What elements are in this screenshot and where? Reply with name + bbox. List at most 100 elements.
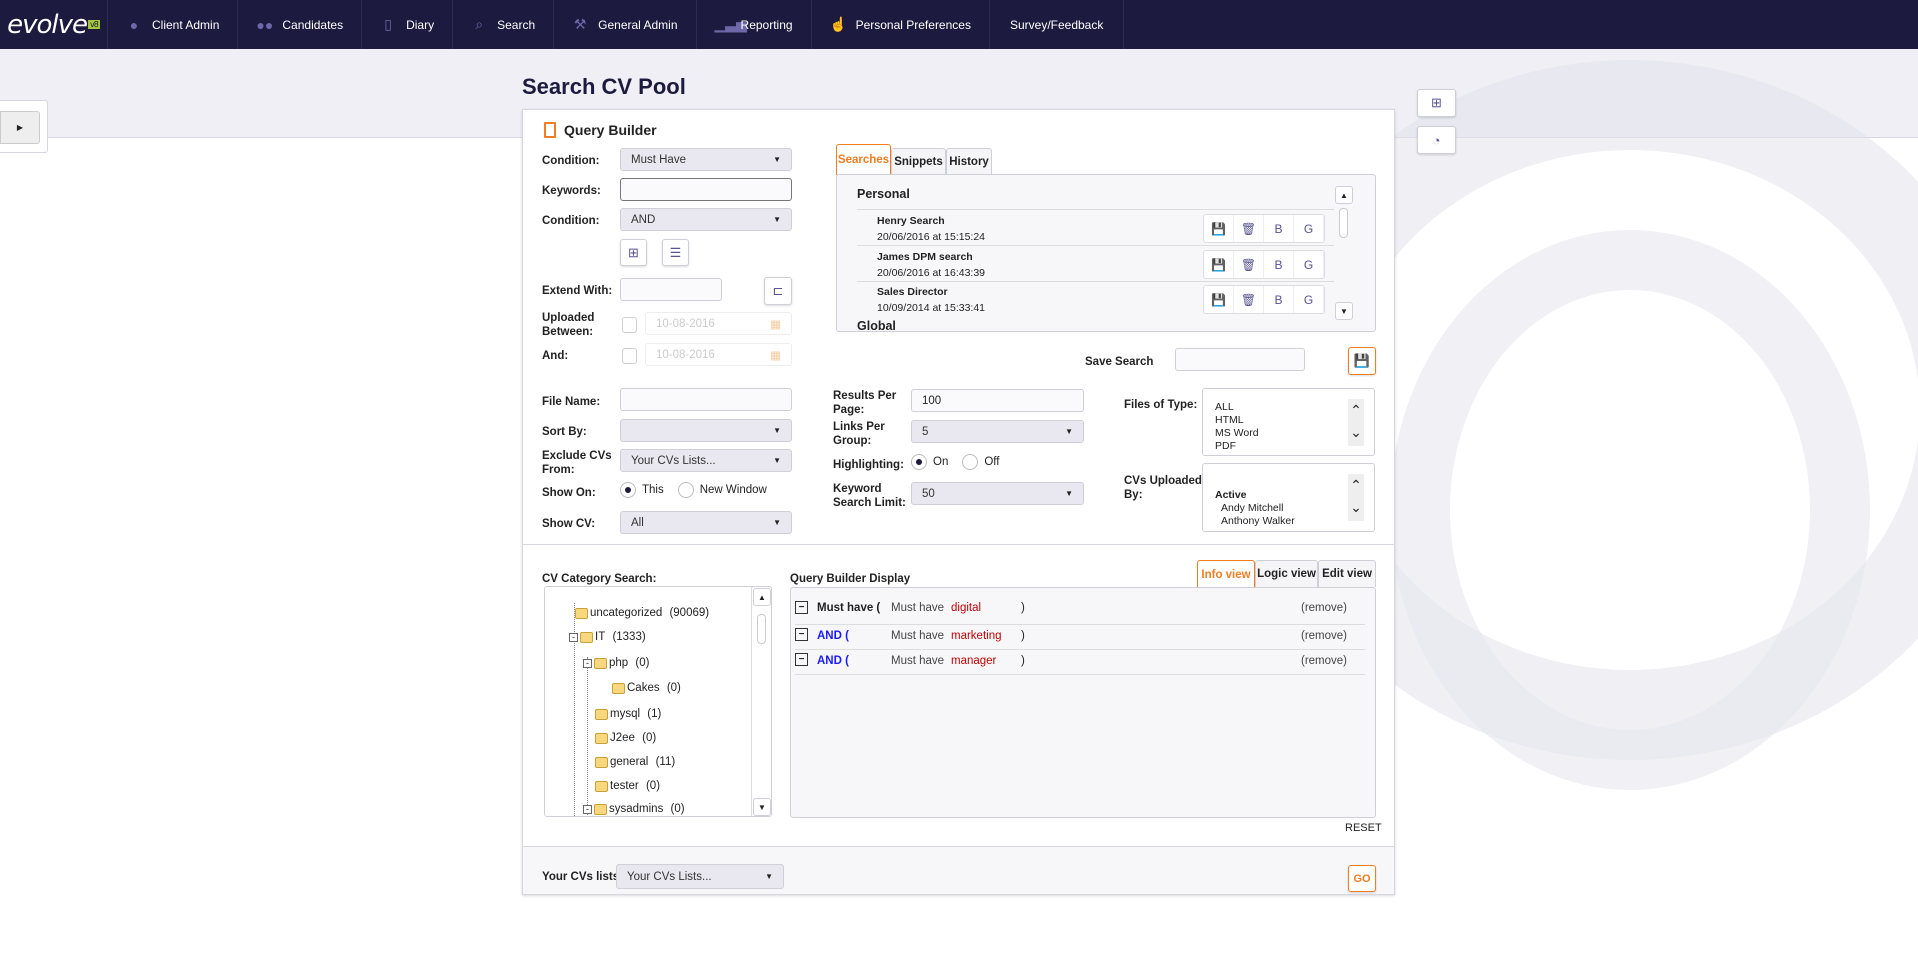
and-label: And: bbox=[542, 350, 569, 362]
list-item[interactable]: Andy Mitchell bbox=[1221, 502, 1284, 514]
remove-link[interactable]: (remove) bbox=[1301, 655, 1348, 667]
evolve-logo[interactable]: evolve v8 bbox=[0, 0, 108, 49]
list-item[interactable]: Anthony Walker bbox=[1221, 515, 1295, 527]
b-button[interactable]: B bbox=[1264, 286, 1294, 313]
saved-search-name[interactable]: Henry Search bbox=[877, 215, 945, 227]
remove-group-icon[interactable]: − bbox=[795, 653, 808, 666]
nav-diary[interactable]: ▯ Diary bbox=[362, 0, 454, 49]
load-search-icon[interactable]: 💾 bbox=[1204, 215, 1234, 242]
keyword-search-limit-select[interactable]: 50 bbox=[911, 482, 1084, 505]
trash-icon[interactable]: 🗑 bbox=[1234, 251, 1264, 278]
uploaded-between-checkbox[interactable] bbox=[622, 317, 637, 333]
b-button[interactable]: B bbox=[1264, 251, 1294, 278]
scroll-down-button[interactable]: ▼ bbox=[1335, 302, 1353, 320]
list-item[interactable]: HTML bbox=[1215, 414, 1244, 426]
scrollbar-thumb[interactable] bbox=[757, 614, 766, 644]
save-search-input[interactable] bbox=[1175, 348, 1305, 371]
add-condition-button[interactable]: ⊞ bbox=[620, 239, 647, 266]
tab-snippets[interactable]: Snippets bbox=[891, 148, 946, 175]
nav-candidates[interactable]: ●● Candidates bbox=[238, 0, 363, 49]
nav-survey-feedback[interactable]: Survey/Feedback bbox=[990, 0, 1125, 49]
scroll-up-button[interactable]: ▲ bbox=[1335, 186, 1353, 204]
remove-link[interactable]: (remove) bbox=[1301, 602, 1348, 614]
list-scroll-arrows[interactable]: ⌃ ⌄ bbox=[1348, 399, 1364, 446]
trash-icon[interactable]: 🗑 bbox=[1234, 215, 1264, 242]
nav-general-admin[interactable]: ⚒ General Admin bbox=[554, 0, 697, 49]
tree-node[interactable]: - php (0) bbox=[583, 657, 649, 669]
tab-logic-view[interactable]: Logic view bbox=[1255, 560, 1318, 587]
show-on-new-window-radio[interactable] bbox=[677, 482, 694, 498]
tab-history[interactable]: History bbox=[946, 148, 992, 175]
collapse-icon[interactable]: - bbox=[583, 658, 592, 668]
show-on-this-radio[interactable] bbox=[620, 482, 636, 498]
tree-scrollbar[interactable]: ▲ ▼ bbox=[751, 587, 771, 816]
go-button[interactable]: GO bbox=[1348, 865, 1376, 892]
nav-search[interactable]: ⌕ Search bbox=[453, 0, 555, 49]
remove-group-icon[interactable]: − bbox=[795, 601, 808, 614]
trash-icon[interactable]: 🗑 bbox=[1234, 286, 1264, 313]
new-window-button[interactable]: ⊞ bbox=[1417, 89, 1456, 117]
tree-node[interactable]: J2ee (0) bbox=[595, 732, 656, 744]
exclude-cvs-select[interactable]: Your CVs Lists... bbox=[620, 449, 792, 472]
tree-node[interactable]: general (11) bbox=[595, 756, 675, 768]
g-button[interactable]: G bbox=[1294, 286, 1324, 313]
file-name-input[interactable] bbox=[620, 388, 792, 411]
extend-with-label: Extend With: bbox=[542, 285, 613, 297]
saved-search-name[interactable]: Sales Director bbox=[877, 286, 948, 298]
cvs-uploaded-by-list[interactable]: Active Andy Mitchell Anthony Walker ⌃ ⌄ bbox=[1202, 463, 1375, 532]
scroll-down-button[interactable]: ▼ bbox=[753, 798, 771, 816]
tree-node[interactable]: Cakes (0) bbox=[612, 682, 681, 694]
tree-node[interactable]: uncategorized (90069) bbox=[575, 607, 709, 619]
extend-button[interactable]: ⊏ bbox=[764, 277, 792, 305]
load-search-icon[interactable]: 💾 bbox=[1204, 251, 1234, 278]
uploaded-from-date[interactable]: 10-08-2016 ▦ bbox=[645, 312, 792, 335]
highlighting-off-radio[interactable] bbox=[962, 454, 979, 470]
remove-group-icon[interactable]: − bbox=[795, 628, 808, 641]
tree-line bbox=[587, 657, 588, 816]
scroll-up-button[interactable]: ▲ bbox=[753, 588, 771, 606]
nav-client-admin[interactable]: ● Client Admin bbox=[108, 0, 239, 49]
condition-select[interactable]: Must Have bbox=[620, 148, 792, 171]
uploaded-to-date[interactable]: 10-08-2016 ▦ bbox=[645, 343, 792, 366]
tree-node[interactable]: - sysadmins (0) bbox=[583, 803, 685, 815]
g-button[interactable]: G bbox=[1294, 251, 1324, 278]
highlighting-on-radio[interactable] bbox=[911, 454, 927, 470]
uploaded-and-checkbox[interactable] bbox=[622, 348, 637, 364]
collapse-icon[interactable]: - bbox=[569, 632, 578, 642]
personal-heading: Personal bbox=[857, 187, 910, 201]
tree-node[interactable]: mysql (1) bbox=[595, 708, 661, 720]
reset-link[interactable]: RESET bbox=[1345, 822, 1382, 834]
save-search-button[interactable]: 💾 bbox=[1348, 347, 1376, 375]
side-panel-toggle[interactable]: ▶ bbox=[0, 100, 48, 153]
load-search-icon[interactable]: 💾 bbox=[1204, 286, 1234, 313]
tree-node[interactable]: tester (0) bbox=[595, 780, 660, 792]
b-button[interactable]: B bbox=[1264, 215, 1294, 242]
query-row: − AND ( Must have manager ) (remove) bbox=[795, 650, 1365, 675]
tab-edit-view[interactable]: Edit view bbox=[1318, 560, 1376, 587]
saved-search-name[interactable]: James DPM search bbox=[877, 251, 973, 263]
remove-link[interactable]: (remove) bbox=[1301, 630, 1348, 642]
results-per-page-input[interactable]: 100 bbox=[911, 389, 1084, 412]
sort-by-select[interactable] bbox=[620, 419, 792, 442]
extend-with-input[interactable] bbox=[620, 278, 722, 301]
group-condition-button[interactable]: ☰ bbox=[662, 239, 689, 266]
files-of-type-list[interactable]: ALL HTML MS Word PDF ⌃ ⌄ bbox=[1202, 388, 1375, 456]
g-button[interactable]: G bbox=[1294, 215, 1324, 242]
tab-searches[interactable]: Searches bbox=[836, 144, 891, 175]
list-item[interactable]: ALL bbox=[1215, 401, 1234, 413]
nav-personal-preferences[interactable]: ☝ Personal Preferences bbox=[812, 0, 990, 49]
show-cv-select[interactable]: All bbox=[620, 511, 792, 534]
dashboard-button[interactable]: ◔ bbox=[1417, 126, 1456, 154]
list-item[interactable]: MS Word bbox=[1215, 427, 1259, 439]
list-item[interactable]: PDF bbox=[1215, 440, 1236, 452]
links-per-group-select[interactable]: 5 bbox=[911, 420, 1084, 443]
scrollbar-thumb[interactable] bbox=[1339, 208, 1348, 238]
keywords-input[interactable] bbox=[620, 178, 792, 201]
tab-info-view[interactable]: Info view bbox=[1197, 560, 1255, 588]
your-cvs-lists-select[interactable]: Your CVs Lists... bbox=[616, 864, 784, 889]
tree-node[interactable]: - IT (1333) bbox=[569, 631, 646, 643]
nav-reporting[interactable]: ▁▃▅ Reporting bbox=[697, 0, 812, 49]
list-scroll-arrows[interactable]: ⌃ ⌄ bbox=[1348, 474, 1364, 521]
collapse-icon[interactable]: - bbox=[583, 804, 592, 814]
condition2-select[interactable]: AND bbox=[620, 208, 792, 231]
